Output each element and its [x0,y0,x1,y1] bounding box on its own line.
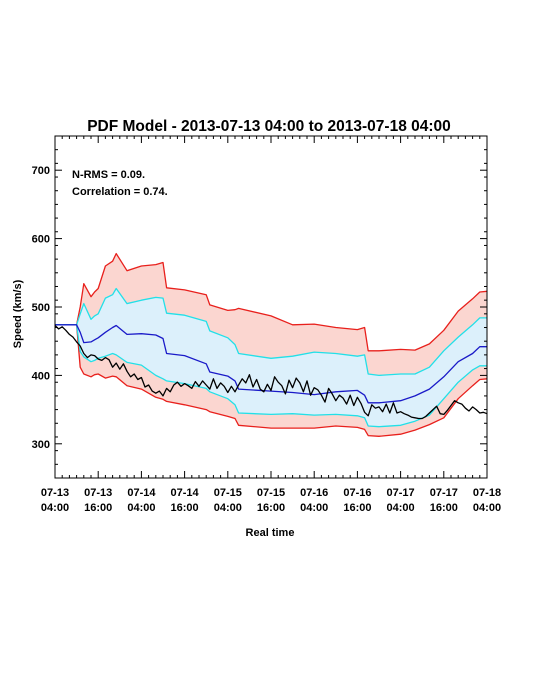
y-tick-label: 500 [32,302,50,314]
x-tick-label-time: 16:00 [84,502,112,514]
x-tick-label-date: 07-17 [387,487,415,499]
x-tick-label-date: 07-16 [300,487,328,499]
observed-speed-line [54,325,488,420]
x-tick-label-date: 07-15 [214,487,242,499]
x-tick-label-time: 04:00 [300,502,328,514]
x-tick-label-time: 16:00 [257,502,285,514]
x-tick-label-time: 04:00 [387,502,415,514]
outer-lower-line [55,324,488,437]
y-tick-label: 400 [32,370,50,382]
x-tick-label-date: 07-16 [343,487,371,499]
plot-area: 300 400 500 600 700 07-13 04:00 07-13 16:00 07-14… [32,135,501,514]
y-axis-label: Speed (km/s) [12,279,24,348]
x-tick-label-time: 04:00 [473,502,501,514]
inner-lower-line [55,324,487,428]
x-tick-label-time: 16:00 [171,502,199,514]
correlation-annotation: Correlation = 0.74. [72,186,168,198]
x-tick-label-time: 04:00 [214,502,242,514]
x-axis-label: Real time [246,527,295,539]
y-tick-label: 600 [32,234,50,246]
y-tick-label: 700 [32,165,50,177]
x-tick-label-time: 04:00 [41,502,69,514]
chart-title: PDF Model - 2013-07-13 04:00 to 2013-07-… [87,118,451,135]
median-line [55,324,487,404]
x-tick-label-date: 07-14 [127,487,156,499]
x-tick-label-time: 04:00 [127,502,155,514]
inner-upper-line [55,287,487,377]
y-tick-label: 300 [32,439,50,451]
x-tick-label-time: 16:00 [343,502,371,514]
nrms-annotation: N-RMS = 0.09. [72,169,145,181]
inner-band-fill [55,288,487,427]
x-tick-label-date: 07-13 [41,487,69,499]
x-tick-label-date: 07-17 [430,487,458,499]
outer-upper-line [55,252,488,352]
x-tick-label-date: 07-14 [171,487,200,499]
x-tick-label-time: 16:00 [430,502,458,514]
x-tick-label-date: 07-13 [84,487,112,499]
x-tick-label-date: 07-15 [257,487,285,499]
x-tick-label-date: 07-18 [473,487,501,499]
